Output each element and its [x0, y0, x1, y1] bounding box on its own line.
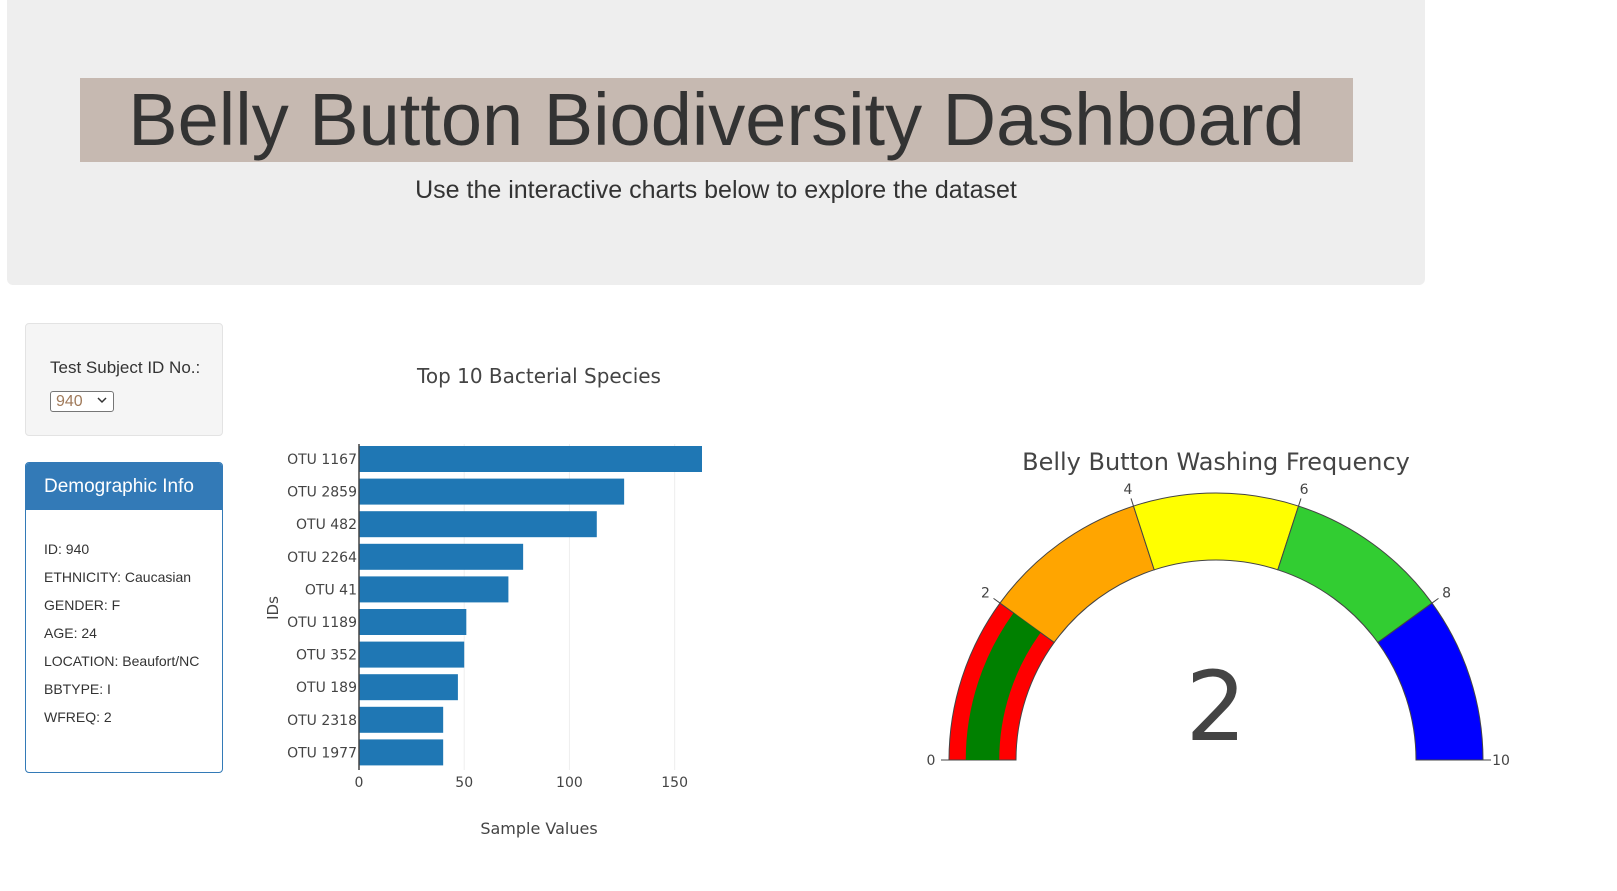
bar-mark: [359, 739, 444, 766]
bar-xtick-label: 150: [661, 775, 688, 791]
bar-chart-title: Top 10 Bacterial Species: [416, 364, 661, 388]
bar-category-label: OTU 1167: [287, 452, 357, 468]
bar-chart: Top 10 Bacterial Species Sample Values I…: [264, 364, 702, 838]
demographic-panel: Demographic Info ID: 940 ETHNICITY: Cauc…: [25, 462, 223, 773]
gauge-tick-label: 6: [1300, 482, 1309, 498]
chevron-down-icon: [97, 397, 107, 404]
gauge-tick: [993, 597, 1001, 604]
bar-category-label: OTU 1189: [287, 615, 357, 631]
gauge-tick-label: 8: [1442, 585, 1451, 601]
subject-selector-label: Test Subject ID No.:: [50, 358, 201, 377]
bar-xtick-label: 50: [455, 775, 473, 791]
gauge-chart: Belly Button Washing Frequency 0 2 4 6 8 10 2: [927, 448, 1510, 769]
bar-mark: [359, 511, 597, 538]
bar-category-label: OTU 2859: [287, 485, 357, 501]
demographic-panel-title: Demographic Info: [44, 476, 194, 497]
bar-mark: [359, 674, 458, 701]
gauge-chart-title: Belly Button Washing Frequency: [1022, 448, 1410, 476]
gauge-tick-label: 4: [1123, 482, 1132, 498]
gauge-tick-label: 2: [981, 585, 990, 601]
page-title: Belly Button Biodiversity Dashboard: [128, 78, 1305, 161]
bar-category-label: OTU 189: [296, 680, 357, 696]
subject-id-selected: 940: [56, 393, 83, 410]
bar-category-label: OTU 482: [296, 517, 357, 533]
demographic-ethnicity: ETHNICITY: Caucasian: [44, 569, 192, 585]
header-jumbotron: Belly Button Biodiversity Dashboard Use …: [7, 0, 1425, 285]
bar-category-label: OTU 2264: [287, 550, 357, 566]
demographic-list: ID: 940 ETHNICITY: Caucasian GENDER: F A…: [44, 541, 214, 737]
demographic-location: LOCATION: Beaufort/NC: [44, 653, 200, 669]
subject-id-dropdown[interactable]: 940: [50, 391, 114, 412]
bar-category-label: OTU 41: [305, 582, 357, 598]
bar-mark: [359, 641, 465, 668]
bar-mark: [359, 706, 444, 733]
demographic-gender: GENDER: F: [44, 597, 121, 613]
bar-xtick-label: 100: [556, 775, 583, 791]
demographic-panel-heading: Demographic Info: [26, 463, 222, 510]
demographic-wfreq: WFREQ: 2: [44, 709, 112, 725]
bar-category-label: OTU 2318: [287, 713, 357, 729]
gauge-step-band: [1132, 492, 1300, 571]
gauge-tick-label: 0: [927, 753, 936, 769]
bar-chart-ylabel: IDs: [264, 596, 282, 620]
gauge-tick-label: 10: [1492, 753, 1510, 769]
demographic-age: AGE: 24: [44, 625, 97, 641]
gauge-tick: [1130, 498, 1134, 507]
page-subtitle: Use the interactive charts below to expl…: [415, 176, 1017, 204]
bar-mark: [359, 543, 524, 570]
bar-mark: [359, 446, 702, 472]
gauge-tick: [1298, 498, 1302, 507]
bar-category-label: OTU 352: [296, 648, 357, 664]
gauge-value: 2: [1185, 651, 1246, 763]
gauge-value-bar: [965, 612, 1041, 760]
bar-category-label: OTU 1977: [287, 745, 357, 761]
bar-chart-xlabel: Sample Values: [480, 819, 597, 838]
demographic-bbtype: BBTYPE: I: [44, 681, 111, 697]
title-band: Belly Button Biodiversity Dashboard: [80, 78, 1353, 162]
bar-mark: [359, 576, 509, 603]
bar-mark: [359, 478, 625, 505]
gauge-tick: [1431, 597, 1439, 604]
bar-mark: [359, 609, 467, 635]
bar-xtick-label: 0: [355, 775, 364, 791]
subject-selector-well: Test Subject ID No.: 940: [25, 323, 223, 436]
demographic-id: ID: 940: [44, 541, 90, 557]
